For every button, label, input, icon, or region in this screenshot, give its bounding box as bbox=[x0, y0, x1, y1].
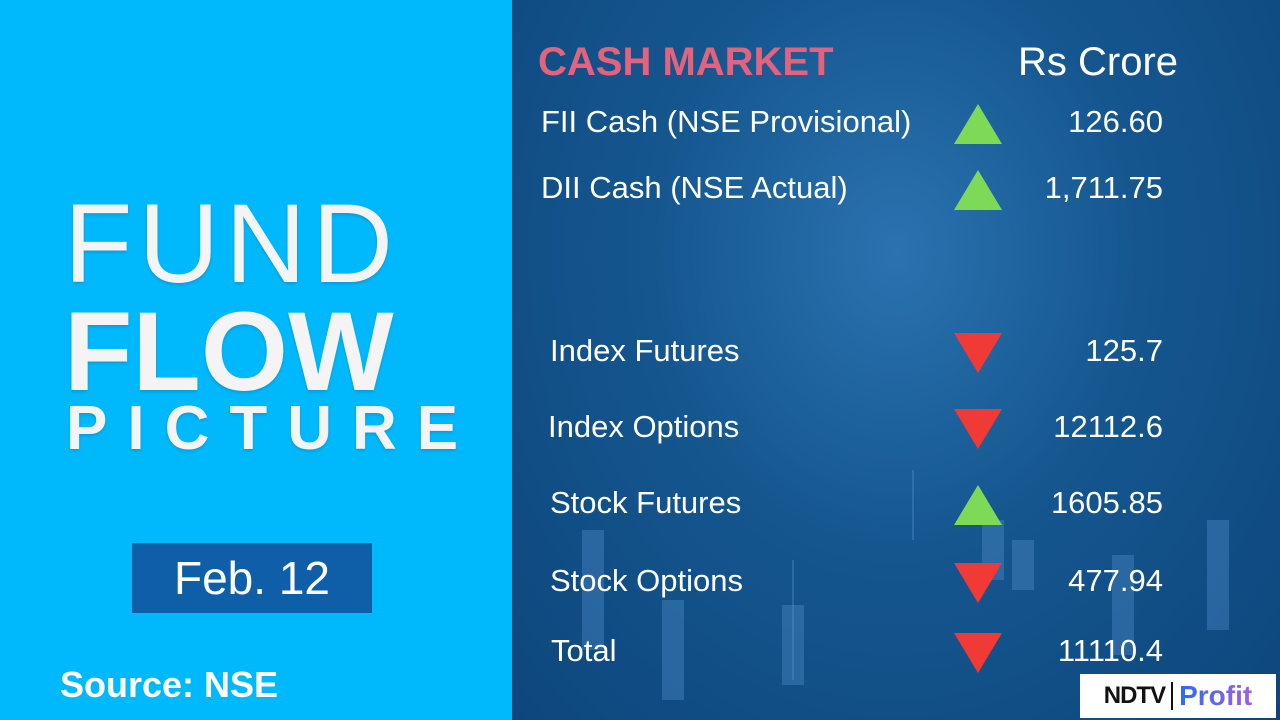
section-title: CASH MARKET bbox=[538, 40, 834, 84]
row-value: 11110.4 bbox=[1057, 633, 1163, 668]
logo-divider bbox=[1171, 682, 1174, 710]
bg-candle bbox=[582, 530, 604, 650]
row-value: 12112.6 bbox=[1053, 409, 1163, 444]
flow-row: Total 11110.4 bbox=[0, 633, 1280, 673]
source-label: Source: NSE bbox=[60, 664, 279, 705]
title-fund: FUND bbox=[64, 181, 400, 306]
row-label: FII Cash (NSE Provisional) bbox=[541, 104, 912, 139]
bg-wick bbox=[792, 560, 794, 680]
row-label: Stock Options bbox=[550, 563, 743, 598]
row-label: Total bbox=[551, 633, 617, 668]
triangle-up-icon bbox=[954, 104, 1002, 144]
bg-candle bbox=[1012, 540, 1034, 590]
triangle-down-icon bbox=[954, 333, 1002, 373]
ndtv-profit-logo: NDTV Profit bbox=[1080, 674, 1276, 718]
triangle-up-icon bbox=[954, 485, 1002, 525]
triangle-down-icon bbox=[954, 633, 1002, 673]
row-label: DII Cash (NSE Actual) bbox=[541, 170, 848, 205]
bg-candle bbox=[782, 605, 804, 685]
triangle-down-icon bbox=[954, 563, 1002, 603]
bg-candle bbox=[1207, 520, 1229, 630]
bg-wick bbox=[912, 470, 914, 540]
bg-candle bbox=[1112, 555, 1134, 655]
row-label: Stock Futures bbox=[550, 485, 742, 520]
title-picture: PICTURE bbox=[66, 394, 479, 463]
logo-ndtv: NDTV bbox=[1103, 682, 1166, 709]
triangle-up-icon bbox=[954, 170, 1002, 210]
flow-row: Index Futures 125.7 bbox=[0, 333, 1280, 373]
flow-row: Stock Options 477.94 bbox=[0, 563, 1280, 603]
date-badge: Feb. 12 bbox=[132, 543, 372, 613]
row-value: 477.94 bbox=[1068, 563, 1163, 598]
row-value: 126.60 bbox=[1068, 104, 1163, 139]
bg-candle bbox=[662, 600, 684, 700]
row-value: 125.7 bbox=[1085, 333, 1163, 368]
unit-label: Rs Crore bbox=[1018, 40, 1179, 84]
row-label: Index Futures bbox=[550, 333, 740, 368]
flow-row: DII Cash (NSE Actual) 1,711.75 bbox=[0, 170, 1280, 210]
row-value: 1605.85 bbox=[1050, 485, 1163, 520]
row-label: Index Options bbox=[548, 409, 740, 444]
flow-row: Stock Futures 1605.85 bbox=[0, 485, 1280, 525]
flow-row: FII Cash (NSE Provisional) 126.60 bbox=[0, 104, 1280, 144]
logo-profit: Profit bbox=[1179, 680, 1253, 711]
title-flow: FLOW bbox=[64, 289, 394, 414]
flow-row: Index Options 12112.6 bbox=[0, 409, 1280, 449]
row-value: 1,711.75 bbox=[1044, 170, 1163, 205]
triangle-down-icon bbox=[954, 409, 1002, 449]
